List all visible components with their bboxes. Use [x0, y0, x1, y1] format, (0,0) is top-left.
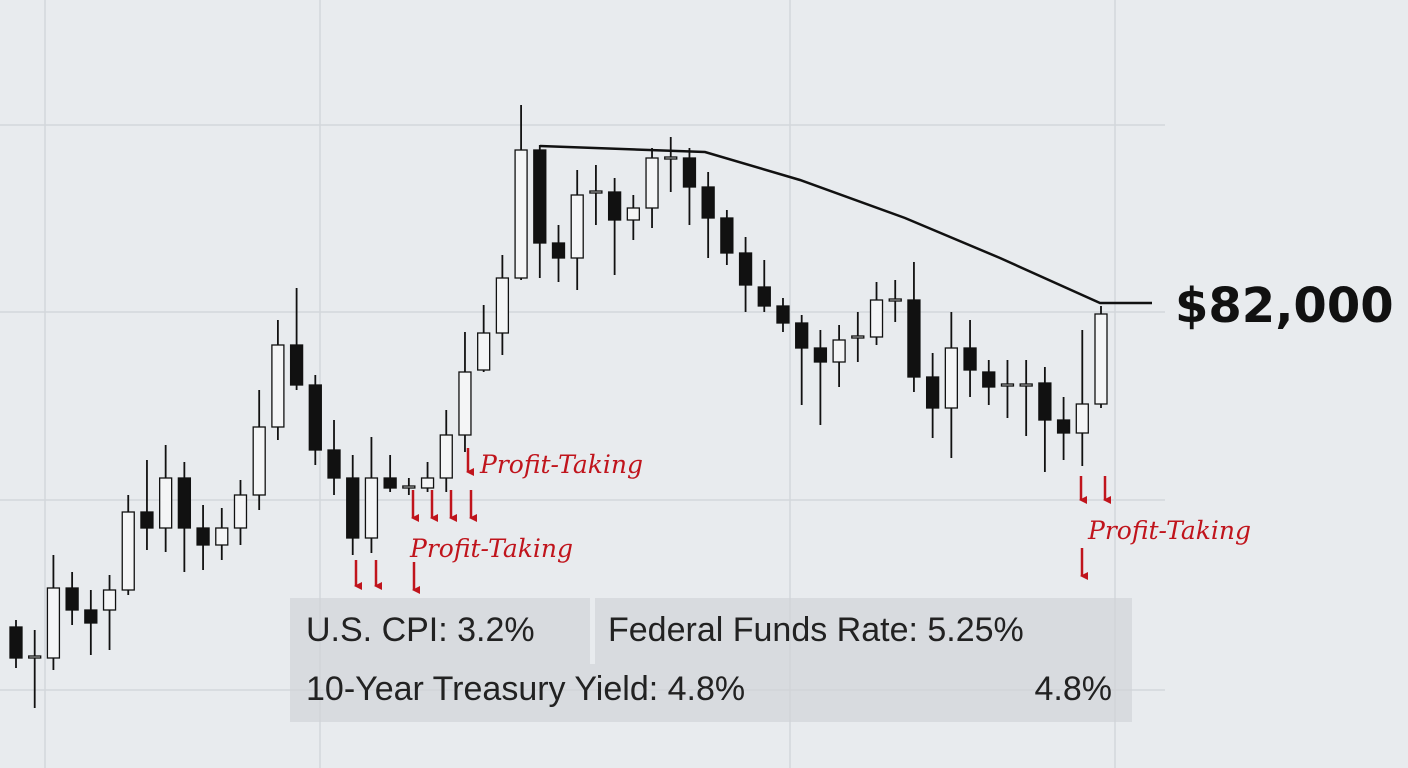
grid	[0, 0, 1165, 768]
candles	[9, 105, 1108, 708]
candle-body	[832, 339, 846, 363]
candle-body	[458, 371, 472, 436]
candle-body	[102, 589, 117, 611]
annotation: Profit-Taking	[479, 450, 643, 479]
candle-body	[65, 587, 79, 611]
candle-body	[645, 157, 659, 209]
candle-body	[982, 371, 996, 388]
candle-body	[720, 217, 734, 254]
candle-body	[9, 626, 23, 659]
candle-body	[271, 344, 285, 428]
candle-body	[140, 511, 154, 529]
arrows	[354, 448, 1111, 594]
candle-body	[308, 384, 322, 451]
candle-body	[551, 242, 566, 259]
candle-body	[944, 347, 958, 409]
candle-body	[46, 587, 61, 659]
candle-body	[1038, 382, 1052, 421]
candle-body	[963, 347, 977, 371]
candle-body	[346, 477, 360, 539]
candle-body	[701, 186, 715, 219]
candle-body	[364, 477, 379, 539]
candle-body	[925, 376, 940, 409]
annotation: Profit-Taking	[409, 534, 573, 563]
candle-body	[28, 655, 42, 659]
info-cell: 10-Year Treasury Yield: 4.8%	[306, 670, 746, 708]
trend-line	[539, 144, 1152, 305]
candle-body	[869, 299, 884, 338]
divider	[590, 598, 595, 664]
candle-body	[252, 426, 266, 496]
candle-body	[533, 149, 547, 244]
candle-body	[1000, 383, 1015, 387]
price-label: $82,000	[1175, 278, 1394, 334]
candle-body	[738, 252, 753, 286]
candle-body	[607, 191, 622, 221]
candle-body	[495, 277, 510, 334]
info-panel: U.S. CPI: 3.2% Federal Funds Rate: 5.25%…	[290, 598, 1132, 722]
candle-body	[215, 527, 229, 546]
candle-body	[570, 194, 584, 259]
candle-body	[795, 322, 809, 349]
candle-body	[851, 335, 865, 339]
info-cell: Federal Funds Rate: 5.25%	[608, 611, 1024, 649]
info-cell: 4.8%	[1034, 670, 1113, 708]
candle-body	[84, 609, 98, 624]
candle-body	[327, 449, 341, 479]
candle-body	[1019, 383, 1033, 387]
candle-body	[196, 527, 210, 546]
candle-body	[589, 190, 603, 194]
candle-body	[626, 207, 640, 221]
candle-body	[233, 494, 248, 529]
candle-body	[477, 332, 491, 371]
candle-body	[514, 149, 528, 279]
candle-body	[289, 344, 304, 386]
candle-body	[907, 299, 921, 378]
candle-body	[402, 485, 416, 489]
candle-body	[1075, 403, 1089, 434]
candle-body	[383, 477, 397, 489]
info-cell: U.S. CPI: 3.2%	[306, 611, 535, 649]
candle-body	[664, 156, 678, 160]
annotation: Profit-Taking	[1087, 516, 1251, 545]
candle-body	[1094, 313, 1108, 405]
candle-body	[682, 157, 697, 188]
candle-body	[121, 511, 135, 591]
candle-body	[757, 286, 771, 307]
candle-body	[420, 477, 435, 489]
candle-body	[888, 298, 902, 302]
candle-body	[1056, 419, 1071, 434]
candle-body	[177, 477, 192, 529]
candle-body	[813, 347, 828, 363]
candle-body	[439, 434, 453, 479]
candle-body	[776, 305, 790, 324]
candle-body	[159, 477, 173, 529]
